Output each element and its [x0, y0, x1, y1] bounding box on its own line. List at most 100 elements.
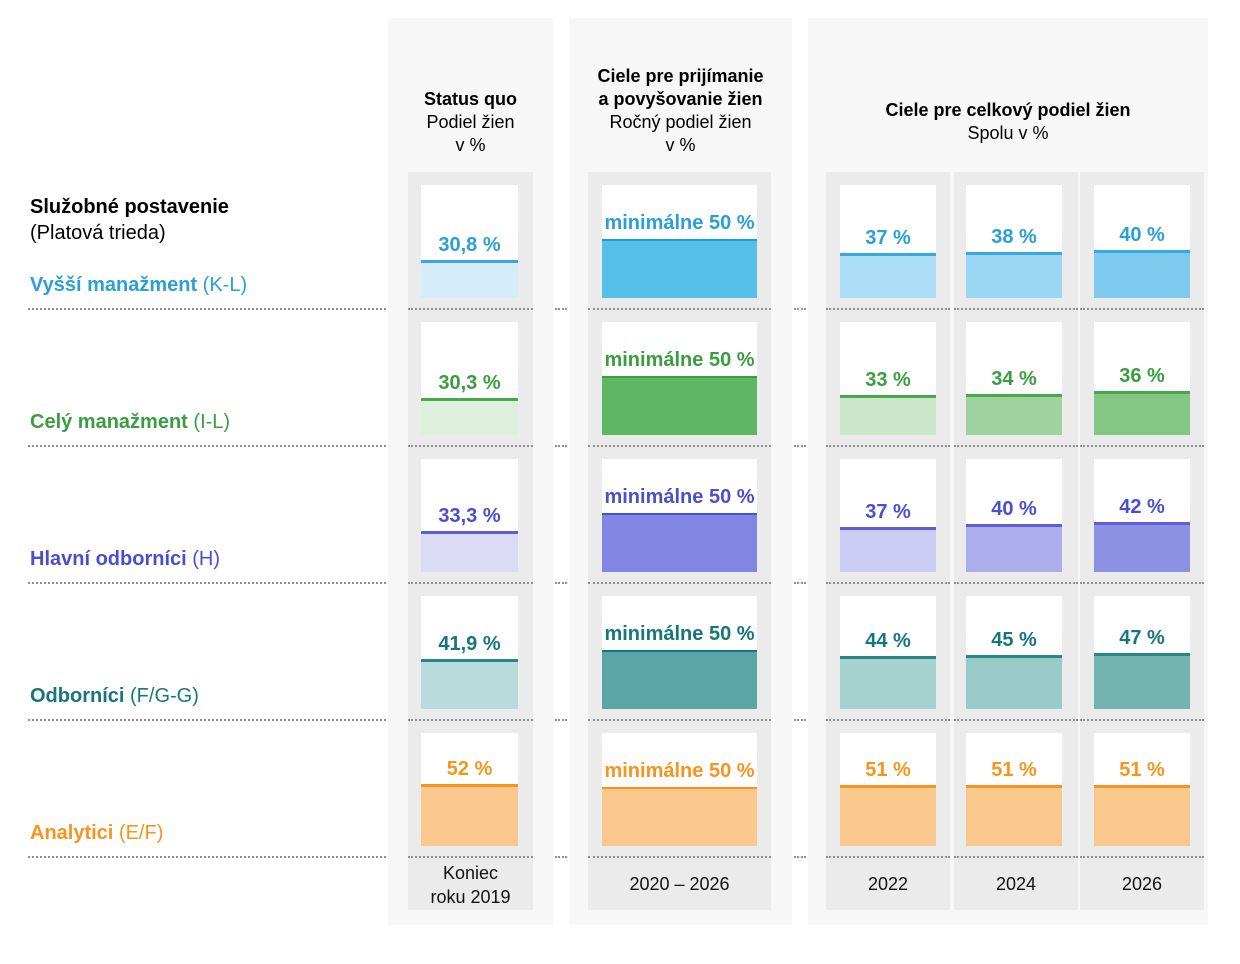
- bar-fill: [966, 252, 1062, 298]
- row-separator-dots: [826, 582, 950, 584]
- row-separator-dots: [826, 719, 950, 721]
- bar-cell: 40 %: [966, 459, 1062, 572]
- annual-target-footer: 2020 – 2026: [629, 874, 730, 894]
- row-separator-dots: [408, 445, 533, 447]
- bar-fill: [421, 784, 518, 846]
- bar-cell: 36 %: [1094, 322, 1190, 435]
- status-quo-footer: Koniec roku 2019: [408, 861, 533, 909]
- row-separator-dots: [794, 719, 806, 721]
- bar-cell: minimálne 50 %: [602, 322, 757, 435]
- row-separator-dots: [954, 445, 1078, 447]
- row-separator-dots: [28, 719, 386, 721]
- bar-fill: [602, 239, 757, 298]
- bar-value-label: 41,9 %: [438, 633, 501, 655]
- row-separator-dots: [794, 445, 806, 447]
- bar-fill: [840, 395, 936, 435]
- bar-value-label: 44 %: [865, 630, 911, 652]
- status-quo-header-sub1: Podiel žien: [426, 112, 515, 132]
- row-separator-dots: [826, 308, 950, 310]
- bar-fill: [602, 513, 757, 572]
- row-label-name: Hlavní odborníci: [30, 548, 187, 570]
- bar-fill: [421, 398, 518, 435]
- bar-cell: 33 %: [840, 322, 936, 435]
- row-label: Hlavní odborníci (H): [30, 546, 220, 572]
- annual-target-header: Ciele pre prijímanie a povyšovanie žien …: [569, 65, 792, 157]
- bar-cell: 40 %: [1094, 185, 1190, 298]
- bar-fill: [840, 527, 936, 572]
- row-separator-dots: [1080, 308, 1204, 310]
- row-axis-title-line2: (Platová trieda): [30, 222, 166, 244]
- bar-value-label: 33 %: [865, 369, 911, 391]
- row-axis-title: Služobné postavenie (Platová trieda): [30, 194, 229, 246]
- bar-fill: [966, 524, 1062, 572]
- row-label-grade: (H): [192, 548, 221, 570]
- row-separator-dots: [408, 719, 533, 721]
- row-separator-dots: [28, 308, 386, 310]
- status-quo-footer-line1: Koniec: [442, 863, 499, 883]
- row-separator-dots: [588, 445, 771, 447]
- bar-value-label: minimálne 50 %: [604, 760, 755, 782]
- total-footer-2024: 2024: [995, 874, 1037, 894]
- total-target-header: Ciele pre celkový podiel žien Spolu v %: [808, 99, 1208, 145]
- bar-cell: minimálne 50 %: [602, 459, 757, 572]
- bar-fill: [1094, 653, 1190, 709]
- row-separator-dots: [28, 445, 386, 447]
- bar-cell: 37 %: [840, 459, 936, 572]
- row-label-name: Analytici: [30, 822, 114, 844]
- bar-fill: [421, 531, 518, 572]
- bar-cell: 37 %: [840, 185, 936, 298]
- row-separator-dots: [826, 445, 950, 447]
- bar-fill: [1094, 391, 1190, 435]
- bar-cell: 51 %: [840, 733, 936, 846]
- row-axis-title-line1: Služobné postavenie: [30, 196, 229, 218]
- row-label-grade: (I-L): [193, 411, 231, 433]
- row-separator-dots: [28, 582, 386, 584]
- bar-cell: 51 %: [1094, 733, 1190, 846]
- bar-cell: 33,3 %: [421, 459, 518, 572]
- bar-cell: 45 %: [966, 596, 1062, 709]
- bar-value-label: 52 %: [446, 758, 493, 780]
- bar-fill: [966, 394, 1062, 435]
- row-separator-dots: [555, 308, 567, 310]
- row-separator-dots: [954, 856, 1078, 858]
- status-quo-header: Status quo Podiel žien v %: [388, 88, 553, 157]
- bar-fill: [421, 260, 518, 298]
- bar-value-label: 37 %: [865, 227, 911, 249]
- bar-cell: minimálne 50 %: [602, 596, 757, 709]
- row-label-name: Vyšší manažment: [30, 274, 198, 296]
- bar-fill: [602, 376, 757, 435]
- row-separator-dots: [794, 582, 806, 584]
- row-separator-dots: [588, 308, 771, 310]
- bar-fill: [602, 650, 757, 709]
- annual-target-header-title1: Ciele pre prijímanie: [597, 66, 764, 86]
- bar-value-label: 36 %: [1119, 365, 1165, 387]
- row-separator-dots: [826, 856, 950, 858]
- row-separator-dots: [28, 856, 386, 858]
- bar-value-label: 34 %: [991, 368, 1037, 390]
- bar-value-label: 45 %: [991, 629, 1037, 651]
- row-label: Vyšší manažment (K-L): [30, 272, 247, 298]
- row-label-grade: (E/F): [118, 822, 164, 844]
- status-quo-header-sub2: v %: [455, 135, 486, 155]
- bar-fill: [602, 787, 757, 846]
- row-label: Odborníci (F/G-G): [30, 683, 199, 709]
- bar-cell: 44 %: [840, 596, 936, 709]
- total-footer-2026: 2026: [1121, 874, 1163, 894]
- bar-value-label: 38 %: [991, 226, 1037, 248]
- row-separator-dots: [408, 856, 533, 858]
- bar-value-label: 40 %: [1119, 224, 1165, 246]
- bar-fill: [421, 659, 518, 709]
- row-separator-dots: [1080, 719, 1204, 721]
- total-footer-2022: 2022: [867, 874, 909, 894]
- bar-cell: 30,3 %: [421, 322, 518, 435]
- row-separator-dots: [794, 308, 806, 310]
- row-separator-dots: [588, 719, 771, 721]
- bar-fill: [1094, 522, 1190, 572]
- bar-cell: 41,9 %: [421, 596, 518, 709]
- bar-value-label: 51 %: [1119, 759, 1165, 781]
- bar-value-label: 42 %: [1119, 496, 1165, 518]
- row-label-name: Odborníci: [30, 685, 125, 707]
- status-quo-header-title: Status quo: [424, 89, 517, 109]
- annual-target-header-title2: a povyšovanie žien: [598, 89, 763, 109]
